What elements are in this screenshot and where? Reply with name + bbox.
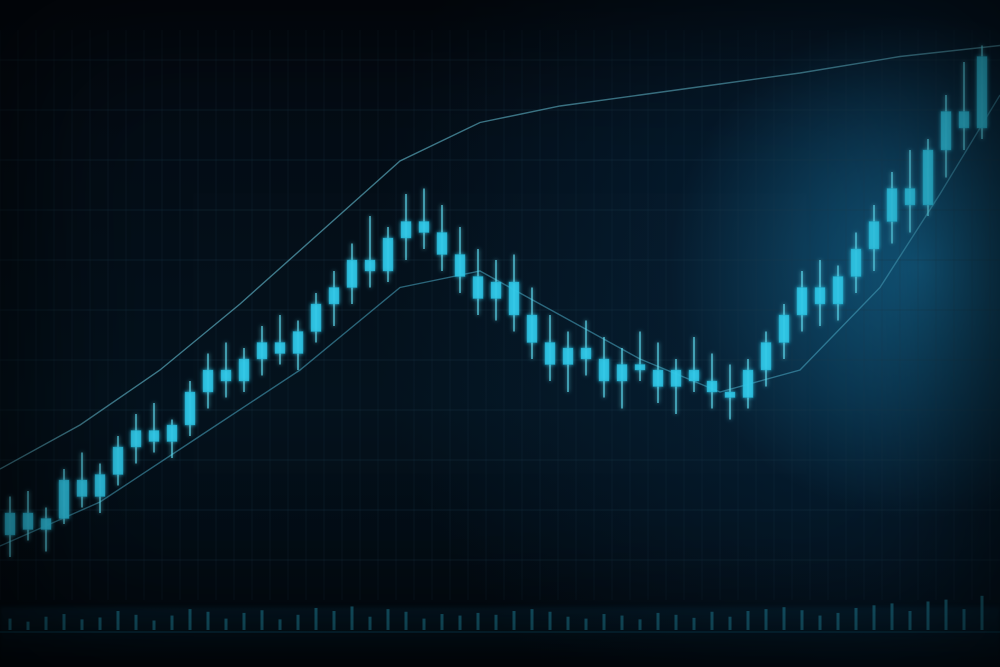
chart-stage	[0, 0, 1000, 667]
grid	[0, 30, 1000, 600]
trendline-upper	[0, 46, 1000, 470]
volume-bars	[9, 596, 984, 630]
candlestick-chart	[0, 0, 1000, 667]
candles	[5, 46, 987, 558]
trendline-lower	[0, 95, 1000, 546]
